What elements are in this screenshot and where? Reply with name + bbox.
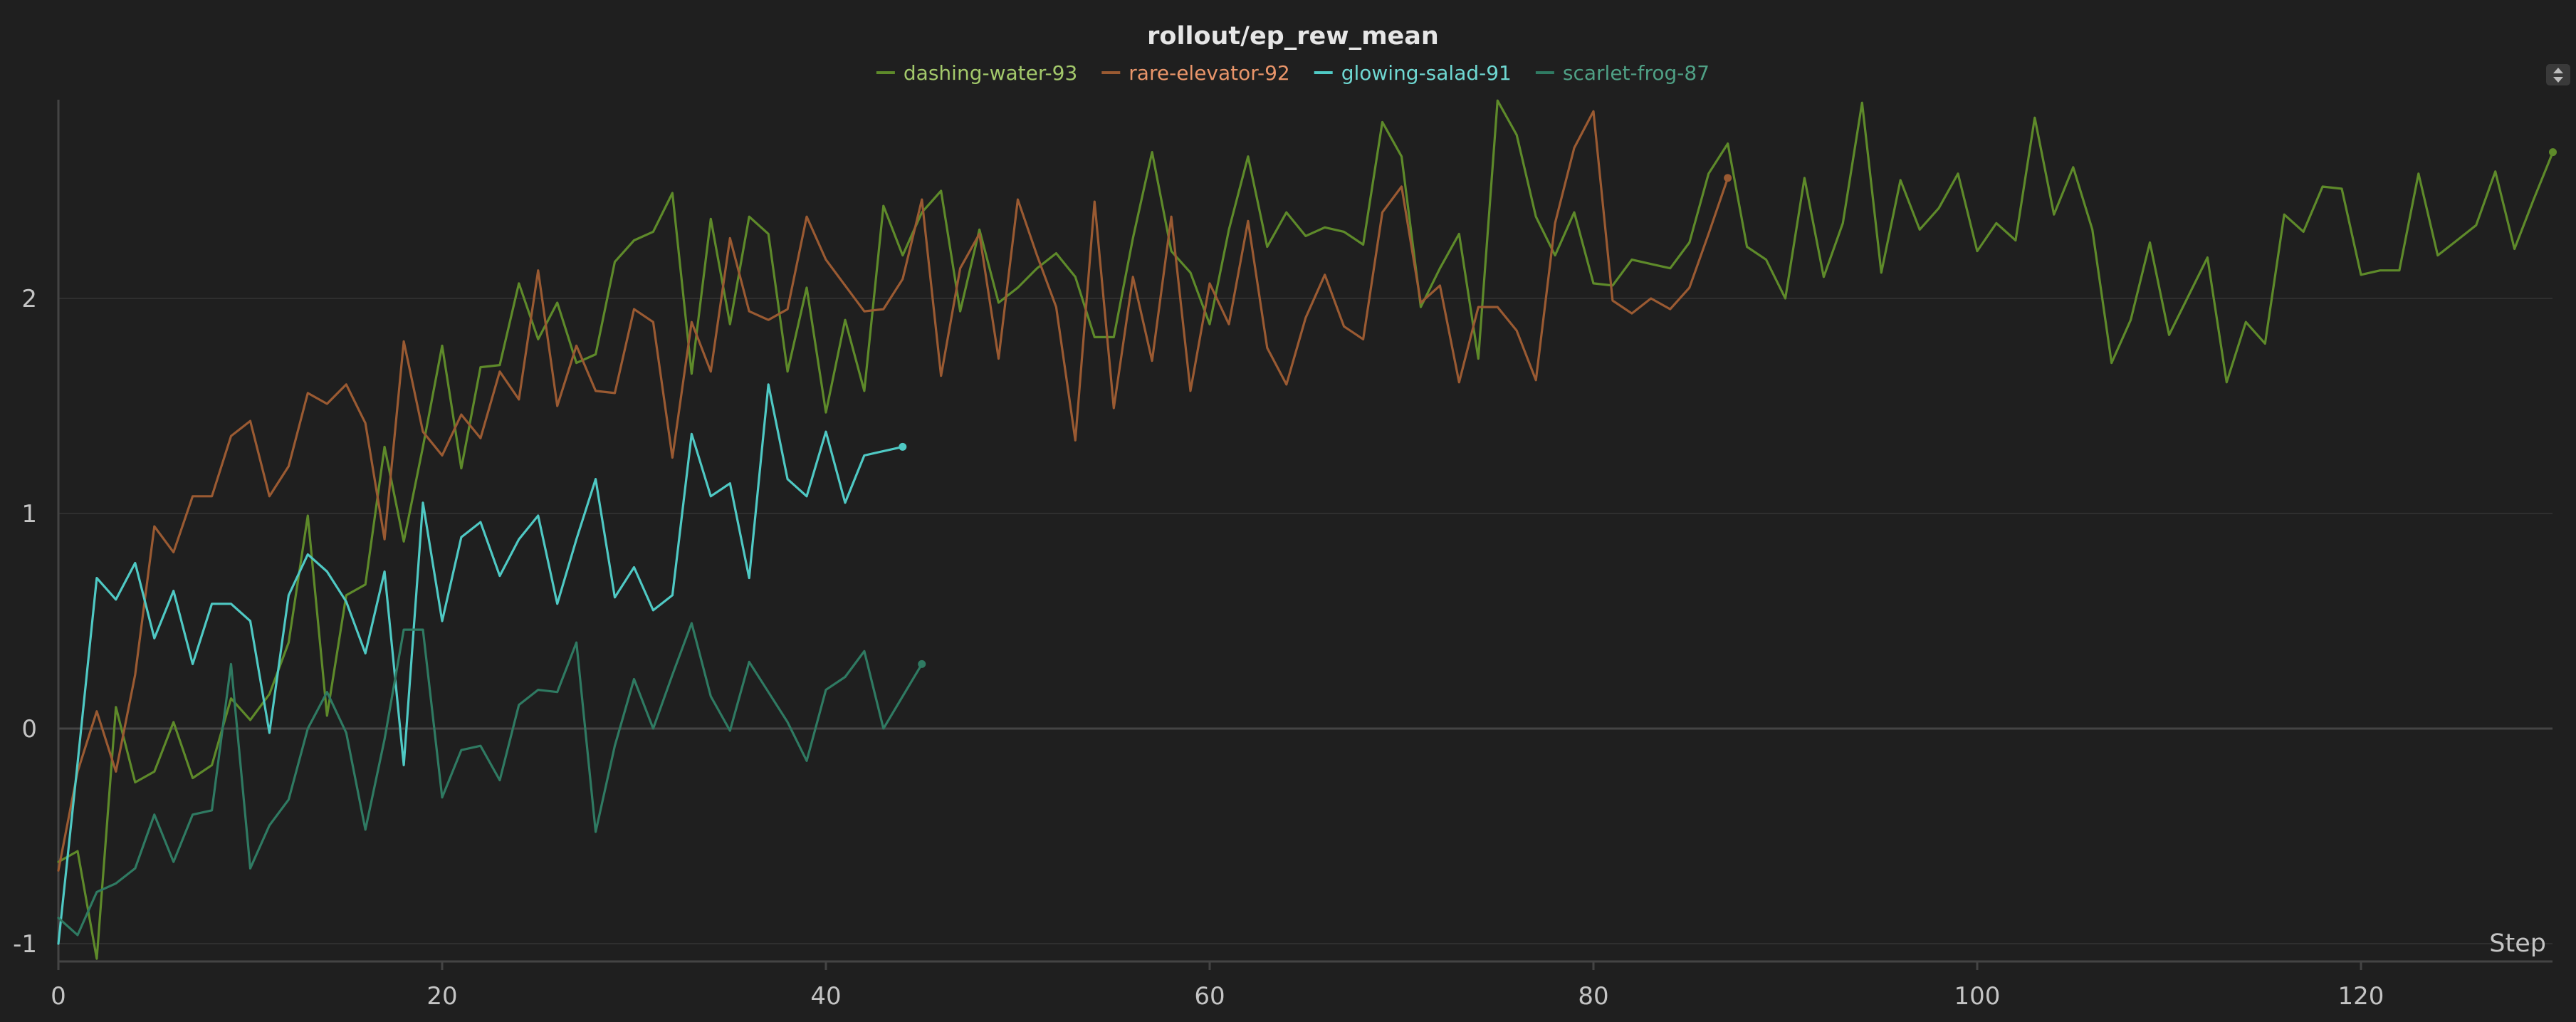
series-line-dashing-water-93[interactable] — [57, 99, 2555, 960]
series-endpoint-dashing-water-93 — [2549, 148, 2557, 157]
legend-label: dashing-water-93 — [904, 61, 1077, 85]
legend[interactable]: dashing-water-93 rare-elevator-92 glowing-… — [876, 61, 1710, 85]
series-layer — [57, 99, 2557, 960]
x-tick-label: 0 — [51, 982, 66, 1011]
chart-title: rollout/ep_rew_mean — [1147, 22, 1439, 51]
updown-arrows-icon — [2553, 68, 2563, 83]
x-tick-label: 120 — [2338, 982, 2384, 1011]
series-endpoint-rare-elevator-92 — [1724, 174, 1732, 182]
series-line-scarlet-frog-87[interactable] — [57, 622, 923, 937]
x-tick-label: 100 — [1954, 982, 2001, 1011]
y-tick-label: 2 — [21, 285, 37, 313]
x-tick-label: 40 — [810, 982, 841, 1011]
chart-menu-button[interactable] — [2546, 64, 2570, 85]
legend-label: glowing-salad-91 — [1341, 61, 1512, 85]
series-endpoint-scarlet-frog-87 — [918, 659, 926, 668]
series-endpoint-glowing-salad-91 — [899, 442, 907, 451]
x-tick-label: 60 — [1194, 982, 1225, 1011]
legend-item-rare-elevator-92[interactable]: rare-elevator-92 — [1101, 61, 1290, 85]
x-axis-label: Step — [2489, 929, 2546, 958]
legend-item-scarlet-frog-87[interactable]: scarlet-frog-87 — [1535, 61, 1710, 85]
y-tick-label: -1 — [13, 930, 37, 959]
legend-label: rare-elevator-92 — [1129, 61, 1289, 85]
legend-item-glowing-salad-91[interactable]: glowing-salad-91 — [1314, 61, 1512, 85]
series-line-glowing-salad-91[interactable] — [57, 383, 904, 945]
legend-item-dashing-water-93[interactable]: dashing-water-93 — [876, 61, 1077, 85]
series-line-rare-elevator-92[interactable] — [57, 110, 1729, 872]
x-tick-label: 80 — [1578, 982, 1608, 1011]
y-tick-label: 1 — [21, 500, 37, 528]
x-tick-label: 20 — [426, 982, 457, 1011]
y-tick-label: 0 — [21, 715, 37, 744]
legend-label: scarlet-frog-87 — [1563, 61, 1710, 85]
